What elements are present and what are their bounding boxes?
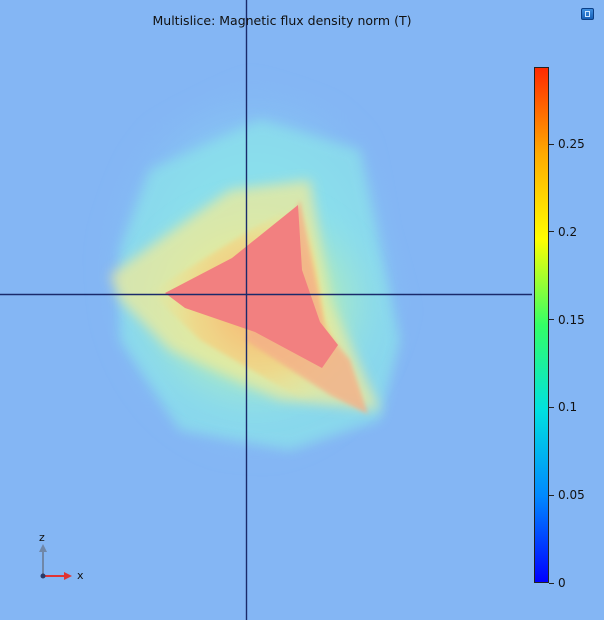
- colorbar-tick: [549, 494, 554, 496]
- z-axis-label: z: [39, 531, 45, 544]
- colorbar-tick-label: 0.1: [558, 400, 578, 415]
- colorbar-tick: [549, 231, 554, 233]
- plot-title: Multislice: Magnetic flux density norm (…: [152, 13, 412, 28]
- axes-origin: [40, 573, 46, 579]
- colorbar-tick-label: 0.15: [558, 312, 585, 327]
- colorbar-tick: [549, 406, 554, 408]
- colorbar-tick-label: 0: [558, 576, 566, 590]
- z-axis-arrowhead: [39, 544, 47, 552]
- colorbar-tick-label: 0.25: [558, 137, 585, 152]
- view-toggle-icon[interactable]: [581, 8, 594, 20]
- colorbar-tick: [549, 582, 554, 584]
- field-region-hot-core: [165, 205, 338, 368]
- colorbar: [534, 67, 549, 583]
- colorbar-tick-label: 0.2: [558, 224, 578, 239]
- x-axis-label: x: [77, 569, 84, 582]
- axes-triad: z x: [28, 528, 98, 588]
- colorbar-tick-label: 0.05: [558, 488, 585, 503]
- colorbar-tick: [549, 319, 554, 321]
- x-axis-arrowhead: [64, 572, 72, 580]
- colorbar-tick: [549, 143, 554, 145]
